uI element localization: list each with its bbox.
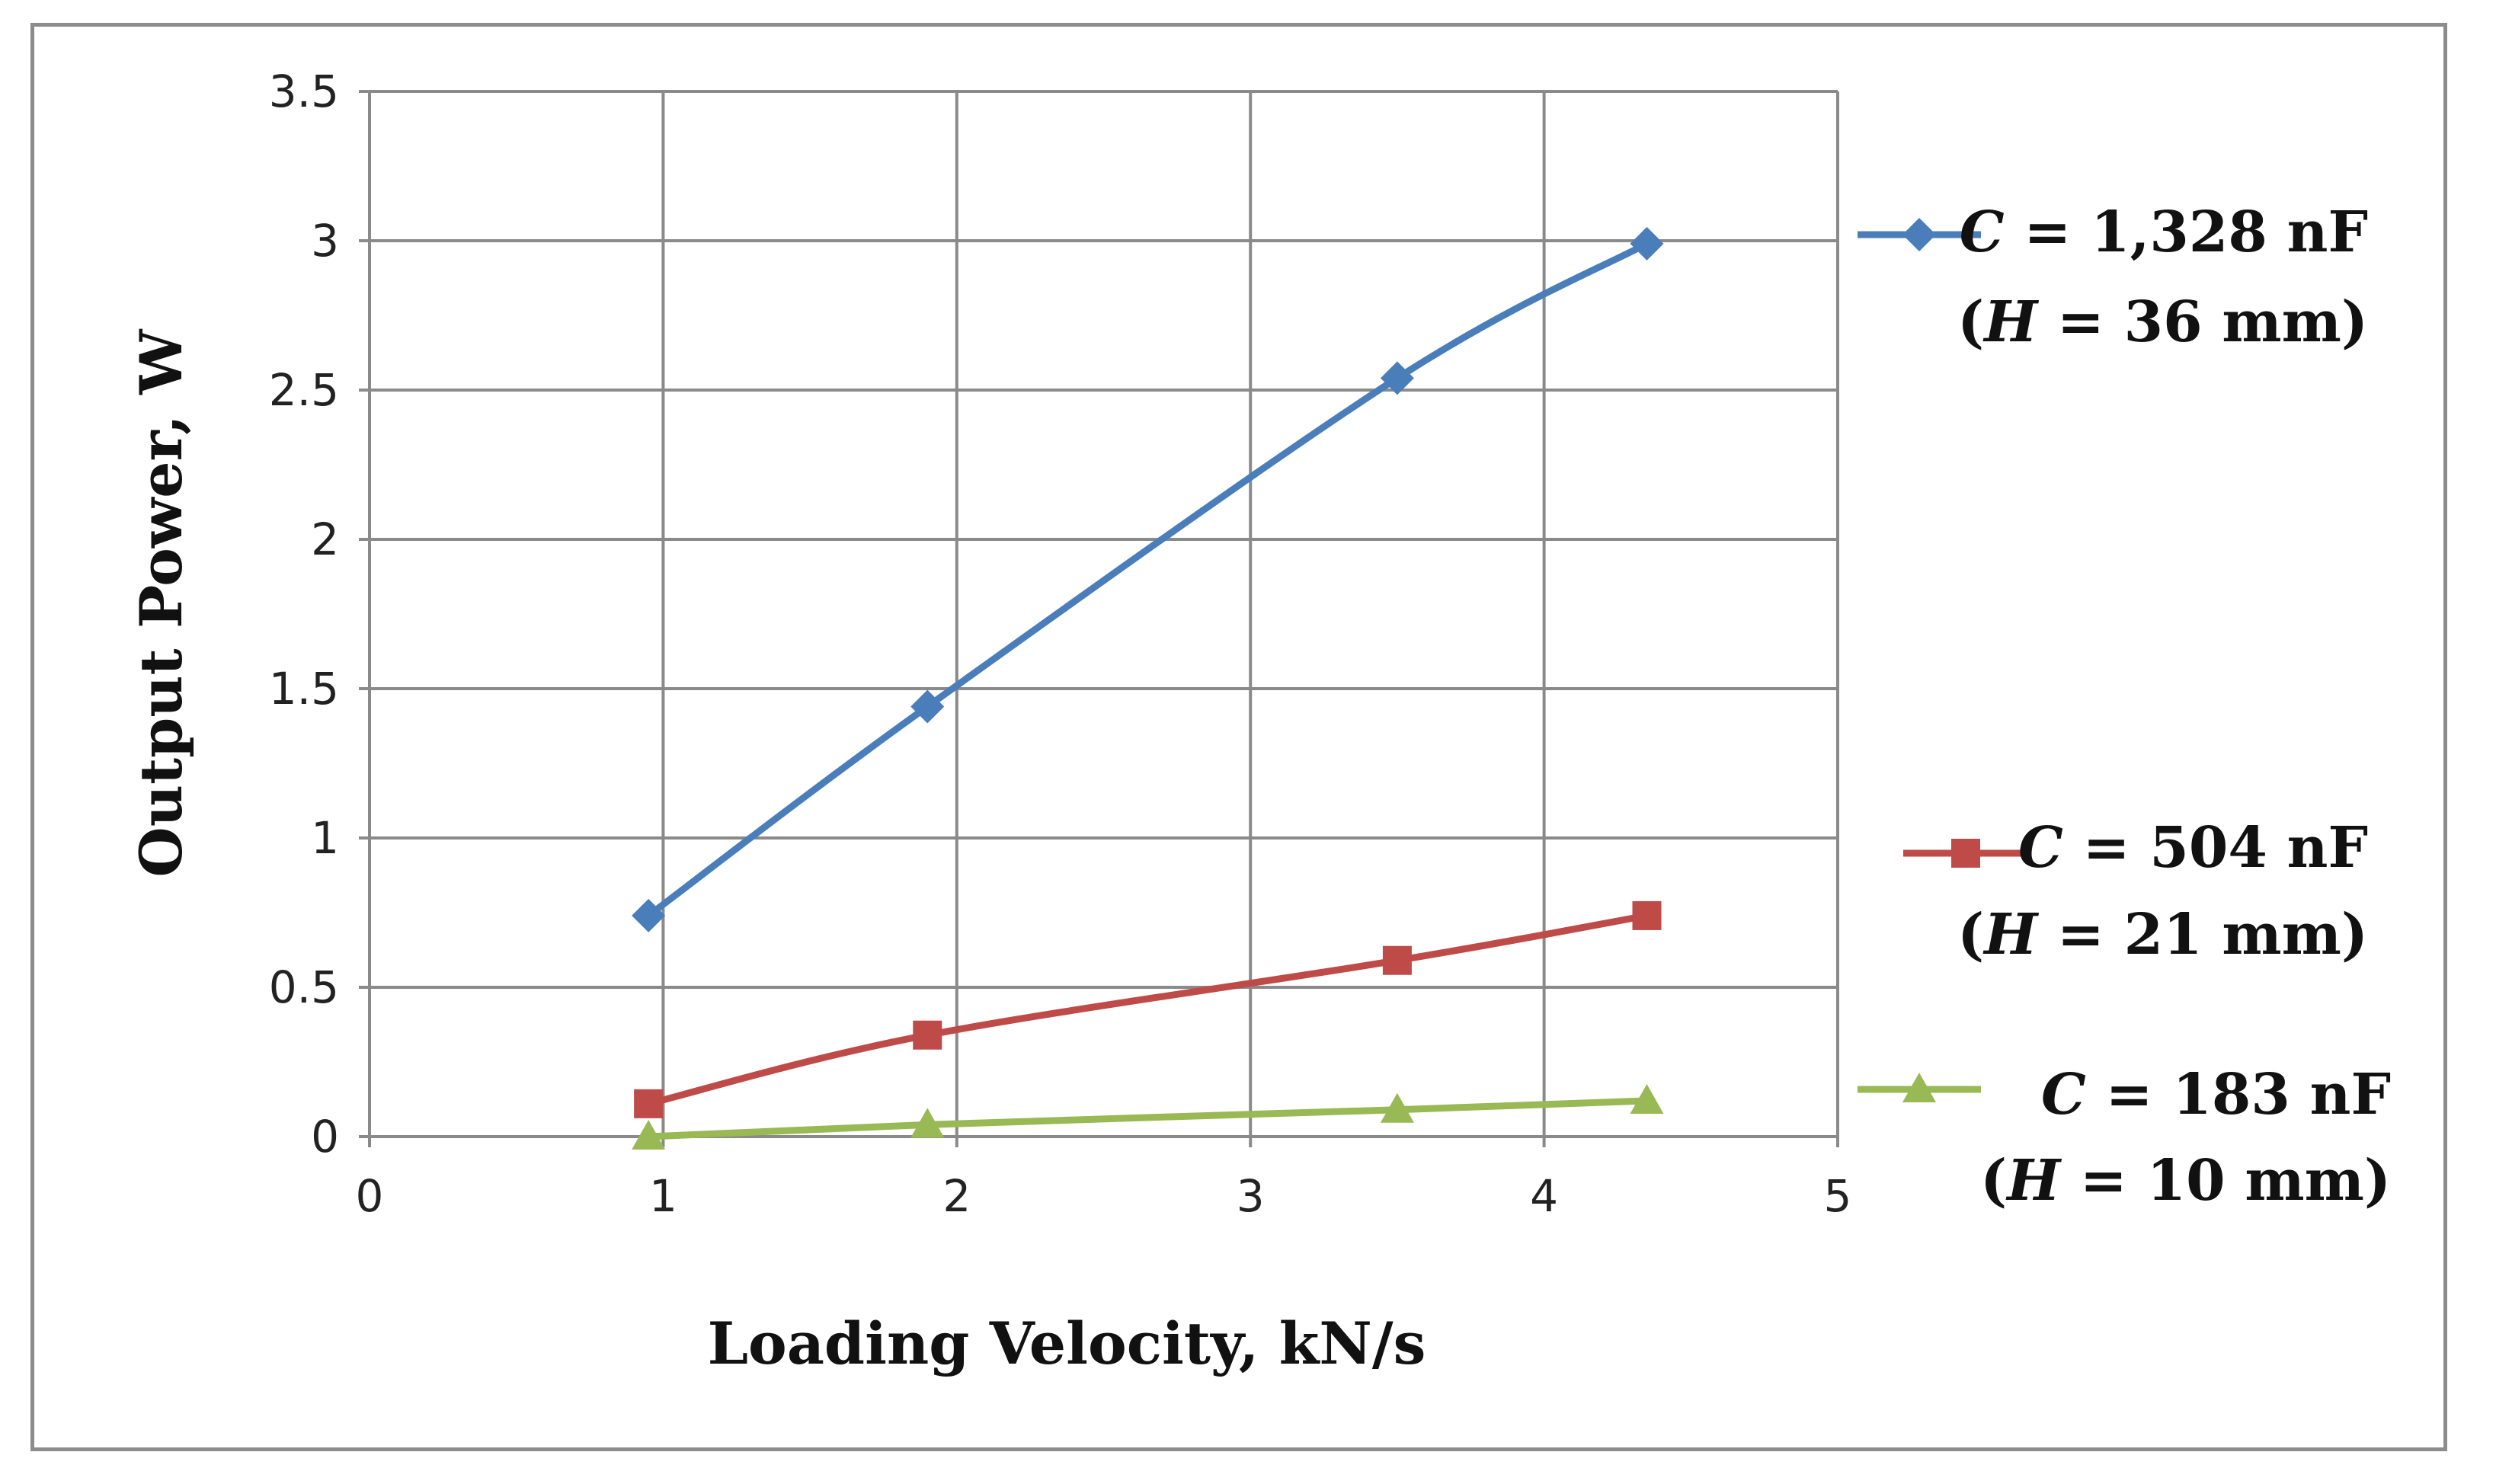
legend-label-line2: (H = 21 mm) (1957, 902, 2368, 967)
grid (359, 90, 1839, 1147)
legend-paren: ( (1957, 902, 1984, 967)
legend-symbol: C (2041, 1062, 2086, 1127)
data-point (632, 898, 666, 932)
legend-paren: ( (1980, 1148, 2007, 1214)
legend-value: = 1,328 nF (2005, 200, 2368, 265)
data-point (1630, 1083, 1664, 1114)
legend-item-3: C = 183 nF (H = 10 mm) (1858, 1062, 2391, 1214)
legend-value: = 504 nF (2063, 815, 2368, 881)
y-axis-label: Output Power, W (127, 328, 195, 878)
data-point (1630, 226, 1664, 261)
legend: C = 1,328 nF(H = 36 mm)C = 504 nF(H = 21… (1858, 200, 2391, 1214)
x-axis-label: Loading Velocity, kN/s (708, 1310, 1426, 1377)
data-point (634, 1089, 664, 1118)
legend-paren: ( (1957, 289, 1984, 355)
legend-label-line2: (H = 10 mm) (1980, 1148, 2391, 1214)
y-tick-label: 2 (311, 513, 339, 565)
legend-value: = 21 mm) (2037, 902, 2368, 967)
data-point (910, 689, 945, 724)
legend-symbol: H (2005, 1148, 2062, 1214)
legend-label-line1: C = 1,328 nF (1960, 200, 2368, 265)
x-tick-label: 3 (1237, 1170, 1265, 1222)
y-tick-label: 3.5 (269, 66, 339, 117)
legend-label-line1: C = 183 nF (2041, 1062, 2391, 1127)
x-tick-label: 2 (942, 1170, 971, 1222)
data-point (1632, 900, 1662, 930)
chart-frame (30, 23, 2447, 1451)
legend-value: = 183 nF (2086, 1062, 2391, 1127)
data-point (632, 1120, 666, 1150)
legend-marker (1902, 218, 1936, 251)
y-tick-label: 0 (311, 1111, 339, 1163)
series-line (645, 912, 1650, 1108)
legend-marker (1902, 1073, 1936, 1102)
y-tick-label: 3 (311, 215, 339, 267)
y-tick-label: 1 (311, 812, 339, 864)
data-point (1380, 361, 1414, 395)
legend-item-1: C = 1,328 nF (H = 36 mm) (1858, 200, 2368, 355)
legend-symbol: H (1982, 902, 2039, 967)
x-tick-label: 1 (649, 1170, 677, 1222)
legend-label-line2: (H = 36 mm) (1957, 289, 2368, 355)
series-3 (632, 1083, 1664, 1150)
legend-label-line1: C = 504 nF (2018, 815, 2368, 881)
series-2 (634, 900, 1662, 1118)
x-tick-label: 4 (1530, 1170, 1558, 1222)
data-point (1382, 945, 1412, 975)
legend-value: = 10 mm) (2060, 1148, 2391, 1214)
series-line (645, 1097, 1650, 1140)
series-line (645, 240, 1650, 920)
data-point (1380, 1092, 1414, 1123)
series-1 (632, 226, 1664, 932)
data-point (910, 1108, 945, 1138)
y-tick-label: 2.5 (269, 364, 339, 416)
series-layer (632, 226, 1664, 1150)
y-tick-label: 0.5 (269, 961, 339, 1013)
x-tick-label: 0 (356, 1170, 384, 1222)
legend-marker (1951, 839, 1980, 868)
legend-value: = 36 mm) (2037, 289, 2368, 355)
legend-symbol: H (1982, 289, 2039, 355)
legend-item-2: C = 504 nF (H = 21 mm) (1903, 815, 2368, 967)
legend-symbol: C (1960, 200, 2005, 265)
legend-symbol: C (2018, 815, 2063, 881)
data-point (913, 1020, 942, 1050)
tick-labels: 0 0.5 1 1.5 2 2.5 3 3.5 0 1 2 3 4 5 (269, 66, 1852, 1222)
x-tick-label: 5 (1824, 1170, 1852, 1222)
y-tick-label: 1.5 (269, 663, 339, 715)
